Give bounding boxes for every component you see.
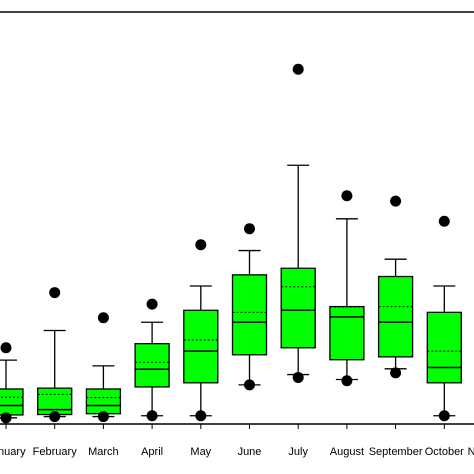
iqr-box [134,343,170,388]
outlier-point [49,411,61,423]
axes [0,11,474,429]
boxes [0,63,462,424]
x-tick-label: September [369,446,423,458]
x-tick-label: October [425,446,464,458]
box-october [426,215,462,422]
iqr-box [280,267,316,349]
outlier-point [0,412,12,424]
x-tick-label: June [238,446,262,458]
x-tick-label: March [88,446,119,458]
x-tick-label: July [288,446,308,458]
x-tick-label: August [330,446,364,458]
iqr-box [0,388,24,416]
outlier-point [244,379,255,391]
iqr-box [231,274,268,356]
box-september [377,195,414,379]
tick-labels: January February March April May June July Augu… [0,446,474,458]
box-april [134,298,170,422]
outlier-point [341,190,353,202]
iqr-box [85,388,122,415]
outlier-point [49,287,61,299]
x-tick-label: November [468,446,474,458]
outlier-point [390,195,402,207]
iqr-box [183,309,219,384]
box-august [329,190,365,387]
outlier-point [292,63,304,75]
outlier-point [0,342,12,354]
outlier-point [438,410,450,422]
outlier-point [292,371,304,383]
outlier-point [146,298,158,310]
outlier-point [390,367,402,379]
box-february [37,287,73,423]
outlier-point [195,239,207,251]
iqr-box [37,387,73,416]
outlier-point [341,375,353,387]
box-january [0,342,24,424]
box-march [85,312,122,423]
box-july [280,63,316,383]
x-tick-label: May [190,446,211,458]
outlier-point [195,410,207,422]
box-june [231,223,268,391]
outlier-point [97,411,109,423]
x-tick-label: January [0,446,26,458]
x-tick-label: February [33,446,78,458]
box-may [183,239,219,422]
iqr-box [377,275,414,358]
iqr-box [329,305,365,361]
outlier-point [438,215,450,227]
outlier-point [97,312,109,324]
outlier-point [244,223,255,235]
iqr-box [426,311,462,384]
x-tick-label: April [141,446,163,458]
outlier-point [146,410,158,422]
